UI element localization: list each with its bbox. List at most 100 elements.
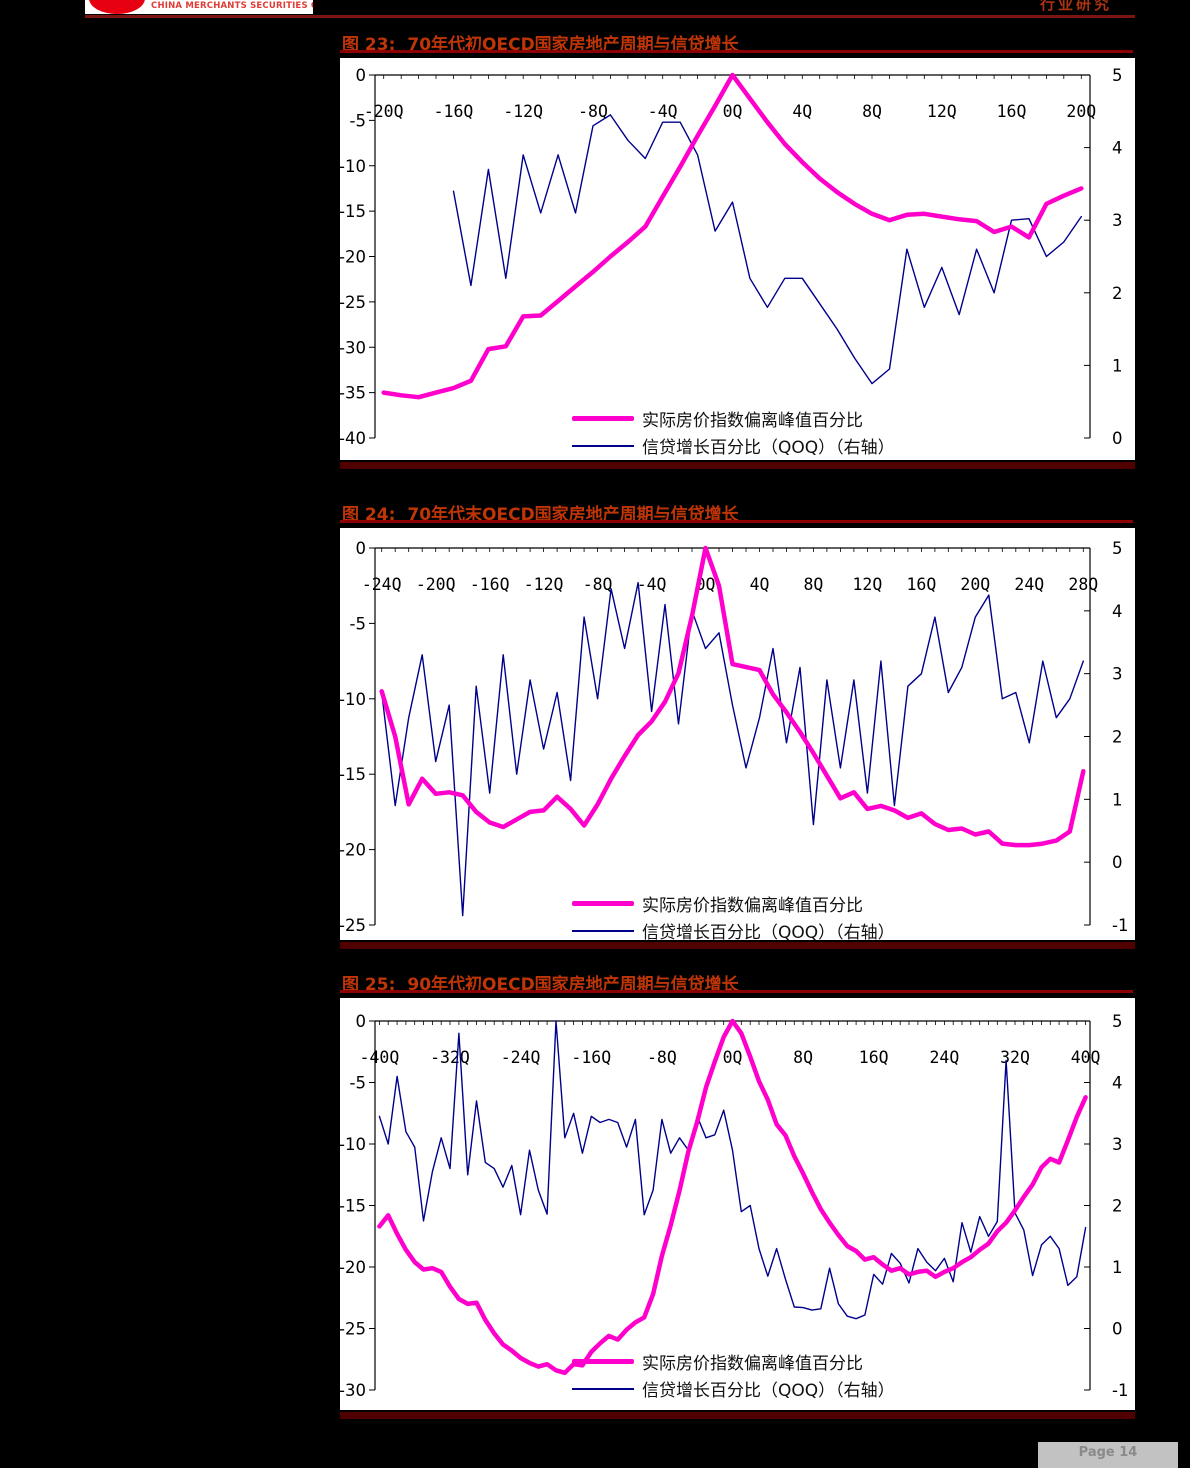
svg-text:0: 0 [1112,853,1123,872]
page-number-box: Page 14 [1038,1442,1178,1468]
svg-text:-25: -25 [340,293,366,312]
figure-23-legend: 实际房价指数偏离峰值百分比 信贷增长百分比（QOQ）（右轴） [572,405,895,459]
svg-text:3: 3 [1112,1135,1123,1154]
svg-text:-16Q: -16Q [571,1048,611,1067]
svg-text:-20Q: -20Q [416,575,456,594]
svg-text:-12Q: -12Q [503,102,543,121]
svg-text:4Q: 4Q [750,575,770,594]
svg-text:4: 4 [1112,1074,1123,1093]
price-line-label: 实际房价指数偏离峰值百分比 [642,1354,863,1374]
svg-text:5: 5 [1112,66,1123,85]
svg-text:28Q: 28Q [1068,575,1098,594]
svg-text:-25: -25 [340,1320,366,1339]
header-logo-strip: CHINA MERCHANTS SECURITIES CO., LTD. [85,0,313,14]
figure-24-chart: 0 -5 -10 -15 -20 -25 5 4 3 2 1 0 -1 -24Q -20Q -16Q -12Q -… [340,528,1135,943]
figure-25-legend: 实际房价指数偏离峰值百分比 信贷增长百分比（QOQ）（右轴） [572,1348,895,1402]
credit-line-label: 信贷增长百分比（QOQ）（右轴） [642,923,895,943]
price-line-swatch [572,901,634,906]
credit-line-swatch [572,929,634,932]
svg-text:-10: -10 [340,157,366,176]
svg-text:-15: -15 [340,1197,366,1216]
svg-text:-30: -30 [340,338,366,357]
page-number: Page 14 [1078,1445,1138,1460]
svg-text:-10: -10 [340,690,366,709]
svg-text:-5: -5 [350,614,366,633]
svg-text:-5: -5 [350,111,366,130]
svg-text:3: 3 [1112,665,1123,684]
svg-text:-5: -5 [350,1074,366,1093]
svg-text:-16Q: -16Q [434,102,474,121]
svg-text:-15: -15 [340,765,366,784]
svg-text:-8Q: -8Q [583,575,613,594]
figure-24-legend: 实际房价指数偏离峰值百分比 信贷增长百分比（QOQ）（右轴） [572,890,895,944]
svg-text:0Q: 0Q [723,102,743,121]
svg-text:1: 1 [1112,1258,1123,1277]
svg-text:16Q: 16Q [997,102,1027,121]
svg-text:12Q: 12Q [852,575,882,594]
credit-line-swatch [572,1387,634,1390]
svg-text:0: 0 [356,66,367,85]
svg-text:-4Q: -4Q [648,102,678,121]
svg-text:24Q: 24Q [929,1048,959,1067]
svg-text:0: 0 [1112,429,1123,448]
credit-line-label: 信贷增长百分比（QOQ）（右轴） [642,1381,895,1401]
credit-line-label: 信贷增长百分比（QOQ）（右轴） [642,438,895,458]
svg-text:-35: -35 [340,384,366,403]
legend-row-price: 实际房价指数偏离峰值百分比 [572,890,895,917]
svg-text:20Q: 20Q [960,575,990,594]
svg-text:-20Q: -20Q [364,102,404,121]
svg-text:4: 4 [1112,602,1123,621]
cms-logo-icon [89,0,145,14]
svg-text:-8Q: -8Q [578,102,608,121]
svg-text:8Q: 8Q [862,102,882,121]
svg-text:2: 2 [1112,284,1123,303]
svg-text:-24Q: -24Q [362,575,402,594]
legend-row-price: 实际房价指数偏离峰值百分比 [572,405,895,432]
svg-text:-40Q: -40Q [360,1048,400,1067]
report-category-wrap: 行业研究 [1040,0,1126,11]
svg-text:-12Q: -12Q [524,575,564,594]
svg-text:1: 1 [1112,790,1123,809]
svg-text:4Q: 4Q [792,102,812,121]
legend-row-credit: 信贷增长百分比（QOQ）（右轴） [572,917,895,944]
footer-rule-left [85,1443,341,1446]
svg-text:40Q: 40Q [1071,1048,1101,1067]
price-line-swatch [572,416,634,421]
svg-text:2: 2 [1112,1197,1123,1216]
svg-text:-8Q: -8Q [647,1048,677,1067]
svg-text:-16Q: -16Q [470,575,510,594]
figure-23-chart: 0 -5 -10 -15 -20 -25 -30 -35 -40 5 4 3 2 1 0 -20Q -16Q -1… [340,58,1135,460]
svg-text:3: 3 [1112,211,1123,230]
legend-row-price: 实际房价指数偏离峰值百分比 [572,1348,895,1375]
svg-text:-32Q: -32Q [430,1048,470,1067]
svg-text:-1: -1 [1112,916,1128,935]
svg-text:-1: -1 [1112,1381,1128,1400]
figure-23-bottom-bar [340,462,1135,469]
svg-text:8Q: 8Q [803,575,823,594]
svg-text:1: 1 [1112,356,1123,375]
svg-text:-40: -40 [340,429,366,448]
svg-text:32Q: 32Q [1000,1048,1030,1067]
credit-line-swatch [572,444,634,447]
svg-text:4: 4 [1112,139,1123,158]
svg-text:20Q: 20Q [1066,102,1096,121]
legend-row-credit: 信贷增长百分比（QOQ）（右轴） [572,1375,895,1402]
company-name: CHINA MERCHANTS SECURITIES CO., LTD. [151,1,313,11]
figure-23-title-rule [340,50,1133,53]
legend-row-credit: 信贷增长百分比（QOQ）（右轴） [572,432,895,459]
svg-text:-15: -15 [340,202,366,221]
svg-text:-25: -25 [340,916,366,935]
svg-text:-20: -20 [340,841,366,860]
svg-text:12Q: 12Q [927,102,957,121]
svg-text:0: 0 [356,539,367,558]
svg-text:0Q: 0Q [723,1048,743,1067]
price-line-label: 实际房价指数偏离峰值百分比 [642,896,863,916]
svg-text:16Q: 16Q [906,575,936,594]
figure-23-plot: 0 -5 -10 -15 -20 -25 -30 -35 -40 5 4 3 2 1 0 -20Q -16Q -1… [340,66,1123,448]
svg-text:-20: -20 [340,1258,366,1277]
svg-text:-30: -30 [340,1381,366,1400]
svg-text:5: 5 [1112,1012,1123,1031]
svg-text:8Q: 8Q [793,1048,813,1067]
figure-25-plot: 0 -5 -10 -15 -20 -25 -30 5 4 3 2 1 0 -1 -40Q -32Q -24Q -1… [340,1012,1128,1400]
